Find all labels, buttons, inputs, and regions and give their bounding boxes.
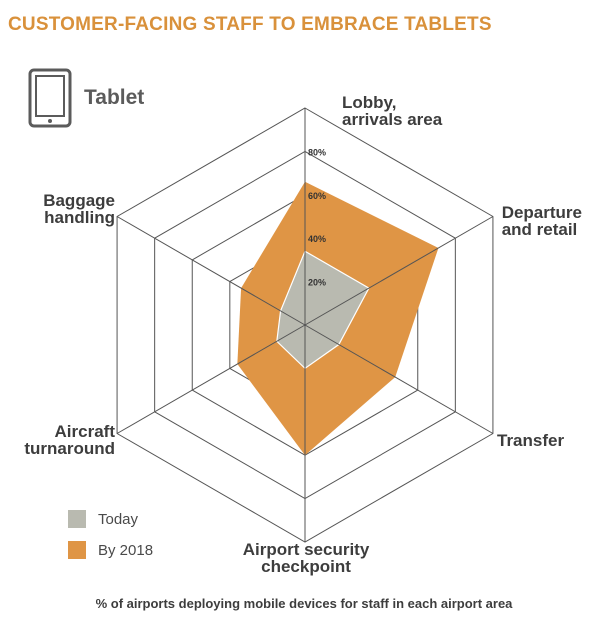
tick-label-20pct: 20%	[308, 278, 326, 288]
axis-label-4: Airport security checkpoint	[213, 541, 399, 575]
axis-spoke-2	[304, 216, 494, 326]
axis-label-3-line-1: Transfer	[497, 431, 565, 450]
axis-label-5: Aircraft turnaround	[24, 423, 115, 457]
axis-label-1-line-2: arrivals area	[342, 110, 443, 129]
chart-title: CUSTOMER-FACING STAFF TO EMBRACE TABLETS	[8, 14, 492, 35]
axis-label-5-line-1: Aircraft	[54, 422, 115, 441]
axis-label-4-line-2: checkpoint	[261, 557, 351, 576]
axis-spoke-5	[116, 324, 306, 434]
axis-label-6-line-2: handling	[44, 208, 115, 227]
legend-label-by-2018: By 2018	[98, 541, 154, 559]
tick-label-80pct: 80%	[308, 147, 326, 157]
axis-label-5-line-2: turnaround	[24, 439, 115, 458]
axis-label-2-line-1: Departure	[501, 203, 582, 222]
axis-spoke-6	[116, 216, 306, 326]
legend-item-today: Today	[68, 510, 138, 528]
axis-label-6: Baggage handling	[43, 192, 115, 226]
axis-label-3: Transfer	[497, 432, 564, 449]
legend-swatch-today	[68, 510, 86, 528]
tablet-icon	[28, 68, 72, 128]
axis-label-6-line-1: Baggage	[43, 191, 115, 210]
axis-label-1: Lobby, arrivals area	[342, 94, 442, 128]
legend-item-by-2018: By 2018	[68, 541, 153, 559]
axis-label-2-line-2: and retail	[501, 220, 578, 239]
tick-label-60pct: 60%	[308, 191, 326, 201]
axis-label-2: Departure and retail	[502, 204, 582, 238]
axis-label-1-line-1: Lobby,	[342, 93, 397, 112]
device-label: Tablet	[84, 86, 145, 109]
axis-label-4-line-1: Airport security	[242, 540, 370, 559]
legend-swatch-by-2018	[68, 541, 86, 559]
tick-label-40pct: 40%	[308, 234, 326, 244]
legend-label-today: Today	[98, 510, 139, 528]
axis-spoke-3	[304, 324, 494, 434]
chart-caption: % of airports deploying mobile devices f…	[95, 596, 513, 611]
